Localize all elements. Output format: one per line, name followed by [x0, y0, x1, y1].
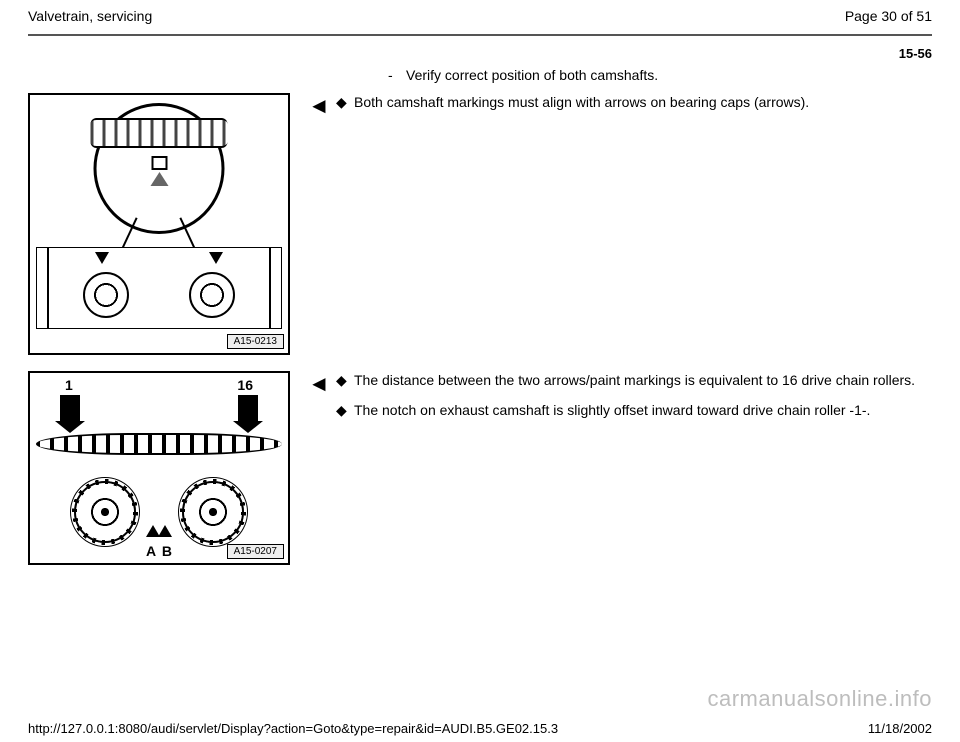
figure-2: 1 16 A B A15-0207	[28, 371, 290, 565]
header-page-indicator: Page 30 of 51	[845, 8, 932, 24]
list-item: ◆ Both camshaft markings must align with…	[336, 93, 932, 113]
figure-2-callout-b: B	[162, 543, 172, 559]
watermark: carmanualsonline.info	[707, 686, 932, 712]
intro-text: Verify correct position of both camshaft…	[406, 67, 658, 83]
content-row-1: A15-0213 ◄ ◆ Both camshaft markings must…	[28, 93, 932, 355]
figure-1: A15-0213	[28, 93, 290, 355]
content-row-2: 1 16 A B A15-0207 ◄ ◆ The distance betwe…	[28, 371, 932, 565]
figure-2-callout-a: A	[146, 543, 156, 559]
bullet-text: The distance between the two arrows/pain…	[354, 371, 915, 391]
bullet-text: The notch on exhaust camshaft is slightl…	[354, 401, 870, 421]
section-number: 15-56	[0, 36, 960, 67]
list-item: ◆ The distance between the two arrows/pa…	[336, 371, 932, 391]
bullets-1: ◆ Both camshaft markings must align with…	[336, 93, 932, 123]
figure-2-label: A15-0207	[227, 544, 284, 559]
bullet-marker-icon: ◆	[336, 401, 354, 421]
intro-dash: -	[388, 67, 406, 83]
footer-date: 11/18/2002	[868, 721, 932, 736]
bullet-marker-icon: ◆	[336, 93, 354, 113]
bullet-text: Both camshaft markings must align with a…	[354, 93, 809, 113]
header-title: Valvetrain, servicing	[28, 8, 152, 24]
bullets-2: ◆ The distance between the two arrows/pa…	[336, 371, 932, 430]
figure-1-label: A15-0213	[227, 334, 284, 349]
intro-line: - Verify correct position of both camsha…	[388, 67, 932, 83]
figure-2-callout-16: 16	[237, 377, 253, 393]
indicator-arrow-icon: ◄	[308, 371, 336, 395]
footer-url: http://127.0.0.1:8080/audi/servlet/Displ…	[28, 721, 558, 736]
list-item: ◆ The notch on exhaust camshaft is sligh…	[336, 401, 932, 421]
indicator-arrow-icon: ◄	[308, 93, 336, 117]
figure-2-callout-1: 1	[65, 377, 73, 393]
bullet-marker-icon: ◆	[336, 371, 354, 391]
